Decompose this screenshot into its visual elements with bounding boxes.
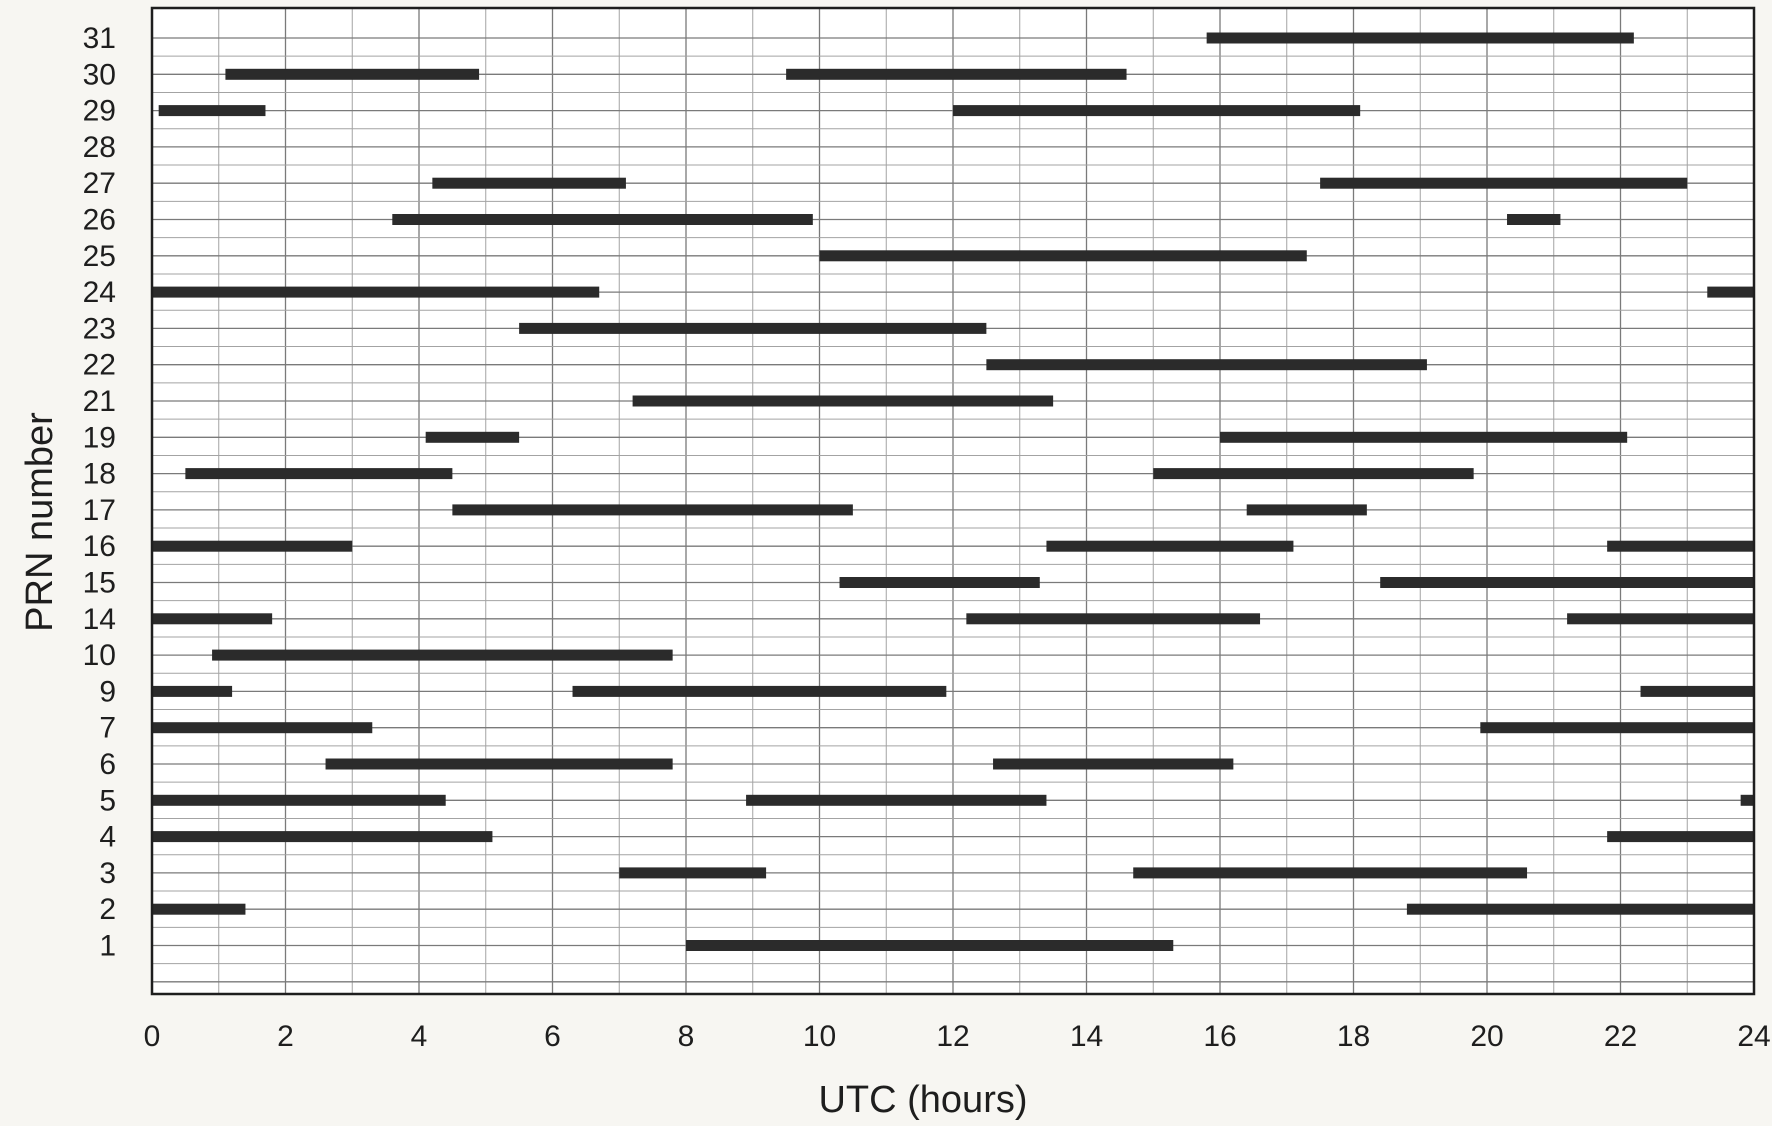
y-tick-label: 24 bbox=[83, 276, 116, 309]
x-tick-label: 24 bbox=[1737, 1020, 1770, 1053]
y-tick-label: 6 bbox=[99, 748, 116, 781]
visibility-bar-prn-18 bbox=[1153, 468, 1474, 480]
visibility-bar-prn-18 bbox=[185, 468, 453, 480]
x-tick-label: 16 bbox=[1203, 1020, 1236, 1053]
visibility-bar-prn-6 bbox=[325, 758, 673, 770]
y-tick-label: 2 bbox=[99, 893, 116, 926]
y-tick-label: 31 bbox=[83, 22, 116, 55]
x-tick-label: 20 bbox=[1470, 1020, 1503, 1053]
visibility-bar-prn-4 bbox=[1607, 831, 1754, 843]
y-tick-label: 23 bbox=[83, 312, 116, 345]
y-tick-label: 10 bbox=[83, 639, 116, 672]
visibility-bar-prn-16 bbox=[152, 540, 353, 552]
visibility-bar-prn-7 bbox=[152, 722, 373, 734]
visibility-bar-prn-27 bbox=[1320, 177, 1688, 189]
x-tick-label: 6 bbox=[544, 1020, 561, 1053]
visibility-bar-prn-1 bbox=[686, 940, 1174, 951]
visibility-bar-prn-16 bbox=[1607, 540, 1754, 552]
y-tick-label: 18 bbox=[83, 458, 116, 491]
y-tick-label: 26 bbox=[83, 204, 116, 237]
visibility-bar-prn-24 bbox=[152, 286, 600, 298]
visibility-bar-prn-24 bbox=[1707, 286, 1754, 298]
y-tick-label: 22 bbox=[83, 349, 116, 382]
visibility-bar-prn-29 bbox=[953, 105, 1361, 117]
visibility-bar-prn-3 bbox=[619, 867, 767, 879]
visibility-bar-prn-17 bbox=[1246, 504, 1367, 516]
visibility-bar-prn-15 bbox=[1380, 577, 1754, 588]
visibility-bar-prn-9 bbox=[572, 685, 947, 697]
y-tick-label: 25 bbox=[83, 240, 116, 273]
y-tick-label: 17 bbox=[83, 494, 116, 527]
visibility-bar-prn-19 bbox=[425, 431, 520, 443]
visibility-bar-prn-5 bbox=[1740, 794, 1754, 806]
x-tick-label: 8 bbox=[678, 1020, 695, 1053]
x-tick-label: 14 bbox=[1070, 1020, 1103, 1053]
y-tick-label: 9 bbox=[99, 675, 116, 708]
y-axis-title: PRN number bbox=[19, 412, 61, 632]
visibility-bar-prn-26 bbox=[1507, 214, 1561, 225]
visibility-bar-prn-31 bbox=[1206, 32, 1634, 44]
y-tick-label: 27 bbox=[83, 167, 116, 200]
visibility-bar-prn-26 bbox=[392, 214, 813, 225]
visibility-bars bbox=[152, 32, 1754, 951]
plot-frame bbox=[150, 6, 1756, 996]
visibility-bar-prn-15 bbox=[839, 577, 1040, 588]
y-tick-label: 5 bbox=[99, 784, 116, 817]
y-tick-label: 21 bbox=[83, 385, 116, 418]
visibility-bar-prn-2 bbox=[1406, 903, 1754, 915]
y-tick-labels: 3130292827262524232221191817161514109765… bbox=[83, 22, 116, 963]
visibility-bar-prn-16 bbox=[1046, 540, 1294, 552]
visibility-bar-prn-30 bbox=[786, 68, 1127, 80]
y-tick-label: 30 bbox=[83, 58, 116, 91]
visibility-bar-prn-29 bbox=[158, 105, 266, 117]
x-tick-label: 18 bbox=[1337, 1020, 1370, 1053]
visibility-bar-prn-21 bbox=[632, 395, 1054, 407]
y-tick-label: 16 bbox=[83, 530, 116, 563]
x-axis-title: UTC (hours) bbox=[818, 1079, 1027, 1121]
y-tick-label: 29 bbox=[83, 95, 116, 128]
x-tick-label: 12 bbox=[936, 1020, 969, 1053]
y-tick-label: 1 bbox=[99, 930, 116, 963]
y-tick-label: 3 bbox=[99, 857, 116, 890]
visibility-bar-prn-4 bbox=[152, 831, 493, 843]
visibility-bar-prn-25 bbox=[819, 250, 1307, 262]
y-tick-label: 7 bbox=[99, 712, 116, 745]
x-tick-label: 0 bbox=[144, 1020, 161, 1053]
y-tick-label: 19 bbox=[83, 421, 116, 454]
visibility-bar-prn-7 bbox=[1480, 722, 1754, 734]
visibility-bar-prn-9 bbox=[152, 685, 233, 697]
visibility-bar-prn-14 bbox=[966, 613, 1261, 625]
visibility-bar-prn-19 bbox=[1220, 431, 1628, 443]
visibility-bar-prn-30 bbox=[225, 68, 480, 80]
grid bbox=[151, 8, 1755, 994]
x-tick-labels: 0 2 4 6 8 10 12 14 16 18 20 22 24 bbox=[144, 1020, 1771, 1053]
visibility-bar-prn-5 bbox=[152, 794, 446, 806]
y-tick-label: 14 bbox=[83, 603, 116, 636]
visibility-bar-prn-9 bbox=[1640, 685, 1754, 697]
visibility-bar-prn-17 bbox=[452, 504, 853, 516]
visibility-bar-prn-22 bbox=[986, 359, 1427, 371]
visibility-bar-prn-14 bbox=[152, 613, 273, 625]
visibility-bar-prn-3 bbox=[1133, 867, 1528, 879]
y-tick-label: 15 bbox=[83, 567, 116, 600]
visibility-bar-prn-5 bbox=[746, 794, 1047, 806]
visibility-bar-prn-6 bbox=[993, 758, 1234, 770]
x-tick-label: 10 bbox=[803, 1020, 836, 1053]
y-tick-label: 4 bbox=[99, 821, 116, 854]
x-tick-label: 2 bbox=[277, 1020, 294, 1053]
visibility-bar-prn-2 bbox=[152, 903, 246, 915]
visibility-bar-prn-10 bbox=[212, 649, 673, 661]
visibility-bar-prn-27 bbox=[432, 177, 626, 189]
x-tick-label: 22 bbox=[1604, 1020, 1637, 1053]
visibility-bar-prn-14 bbox=[1567, 613, 1754, 625]
y-tick-label: 28 bbox=[83, 131, 116, 164]
x-tick-label: 4 bbox=[411, 1020, 428, 1053]
visibility-bar-prn-23 bbox=[519, 322, 987, 334]
